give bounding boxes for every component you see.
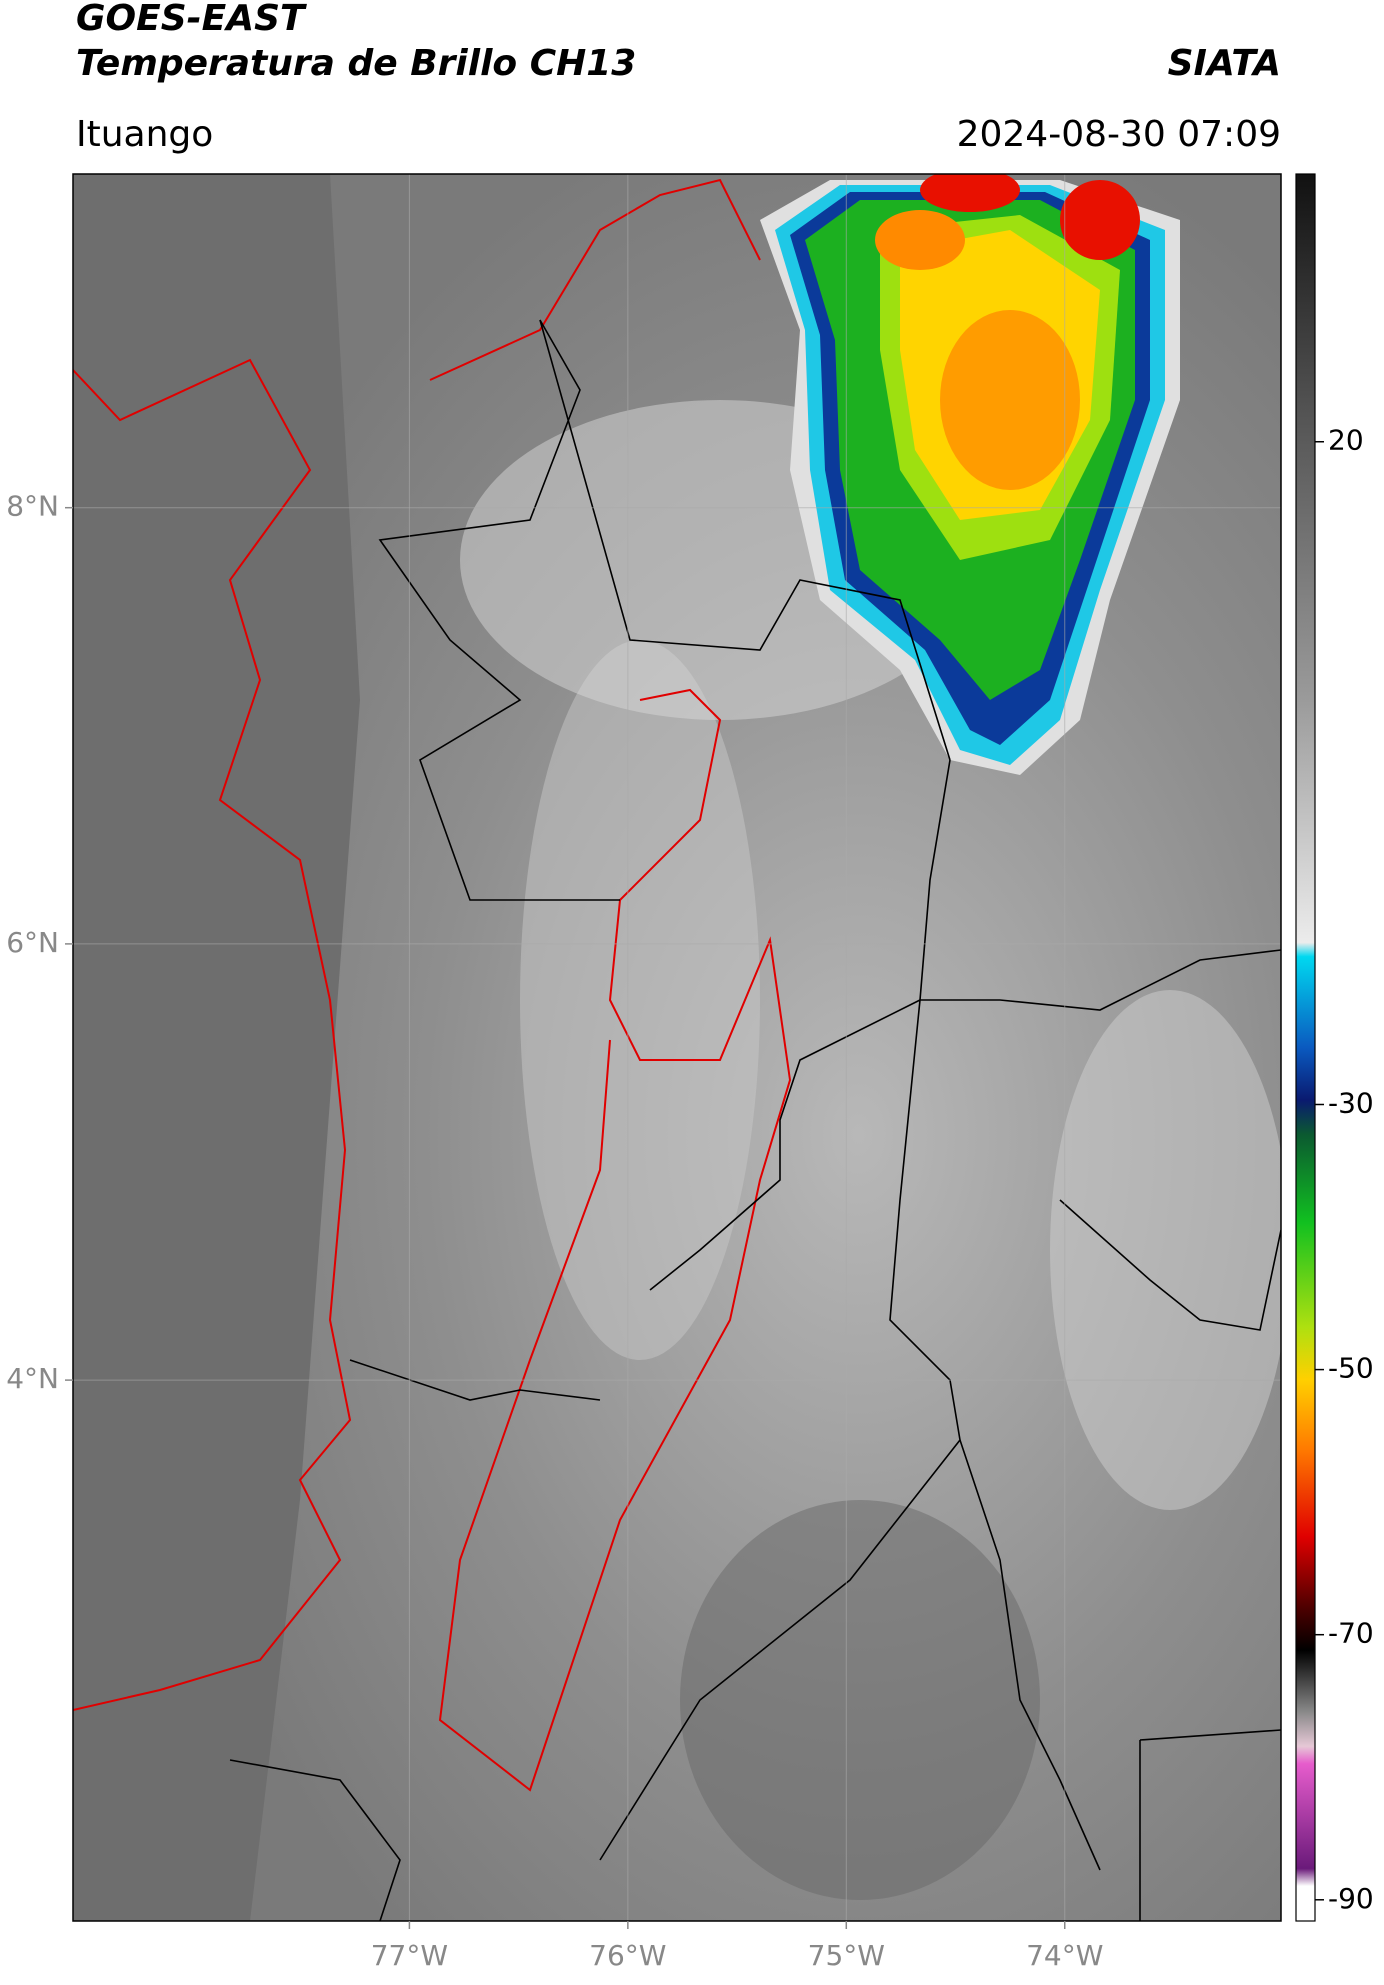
- cloud-field: [520, 640, 760, 1360]
- convective-cell: [760, 174, 1180, 775]
- boundaries-red: [73, 178, 792, 1792]
- colorbar-tick-label: -50: [1328, 1352, 1374, 1385]
- cloud-field: [1050, 990, 1281, 1510]
- y-tick-label: 8°N: [6, 490, 59, 523]
- x-tick-label: 75°W: [808, 1939, 885, 1972]
- colorbar-tick-label: -30: [1328, 1086, 1374, 1119]
- map-frame: [72, 173, 1282, 1922]
- source: SIATA: [1168, 43, 1281, 84]
- grid: [73, 174, 1281, 1921]
- y-tick-label: 6°N: [6, 926, 59, 959]
- boundaries-black: [229, 319, 1281, 1921]
- colorbar: [1295, 173, 1316, 1922]
- x-tick-label: 77°W: [371, 1939, 448, 1972]
- x-tick-label: 76°W: [589, 1939, 666, 1972]
- title: GOES-EAST: [76, 0, 307, 39]
- subtitle: Temperatura de Brillo CH13: [76, 43, 636, 84]
- location: Ituango: [76, 114, 213, 155]
- dark-area: [680, 1500, 1040, 1900]
- colorbar-tick-label: -90: [1328, 1882, 1374, 1915]
- map-image: [73, 174, 1281, 1921]
- x-tick-label: 74°W: [1026, 1939, 1103, 1972]
- colorbar-tick-label: 20: [1328, 424, 1364, 457]
- y-tick-label: 4°N: [6, 1362, 59, 1395]
- ocean: [73, 174, 360, 1921]
- datetime: 2024-08-30 07:09: [957, 114, 1281, 155]
- colorbar-tick-label: -70: [1328, 1617, 1374, 1650]
